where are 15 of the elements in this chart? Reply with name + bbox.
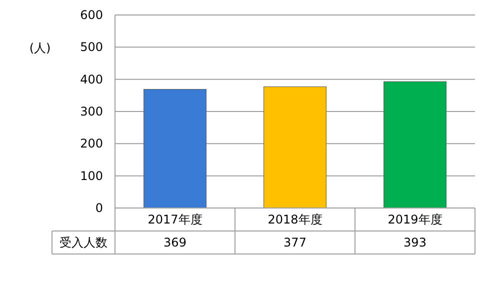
y-tick-label: 600 — [80, 8, 103, 22]
data-label: 369 — [164, 236, 186, 250]
y-tick-label: 200 — [80, 136, 103, 151]
x-tick-label: 2018年度 — [268, 212, 322, 226]
y-tick-label: 100 — [80, 168, 103, 183]
x-tick-label: 2017年度 — [148, 212, 202, 226]
y-axis-title: (人) — [29, 40, 51, 55]
y-tick-label: 0 — [95, 201, 103, 215]
data-label: 393 — [404, 236, 426, 250]
y-tick-label: 400 — [80, 72, 103, 86]
x-tick-label: 2019年度 — [388, 212, 442, 226]
y-tick-label: 300 — [80, 104, 103, 118]
data-label: 377 — [284, 236, 306, 250]
text: 受入人数 — [60, 236, 108, 250]
y-tick-label: 500 — [80, 40, 103, 54]
